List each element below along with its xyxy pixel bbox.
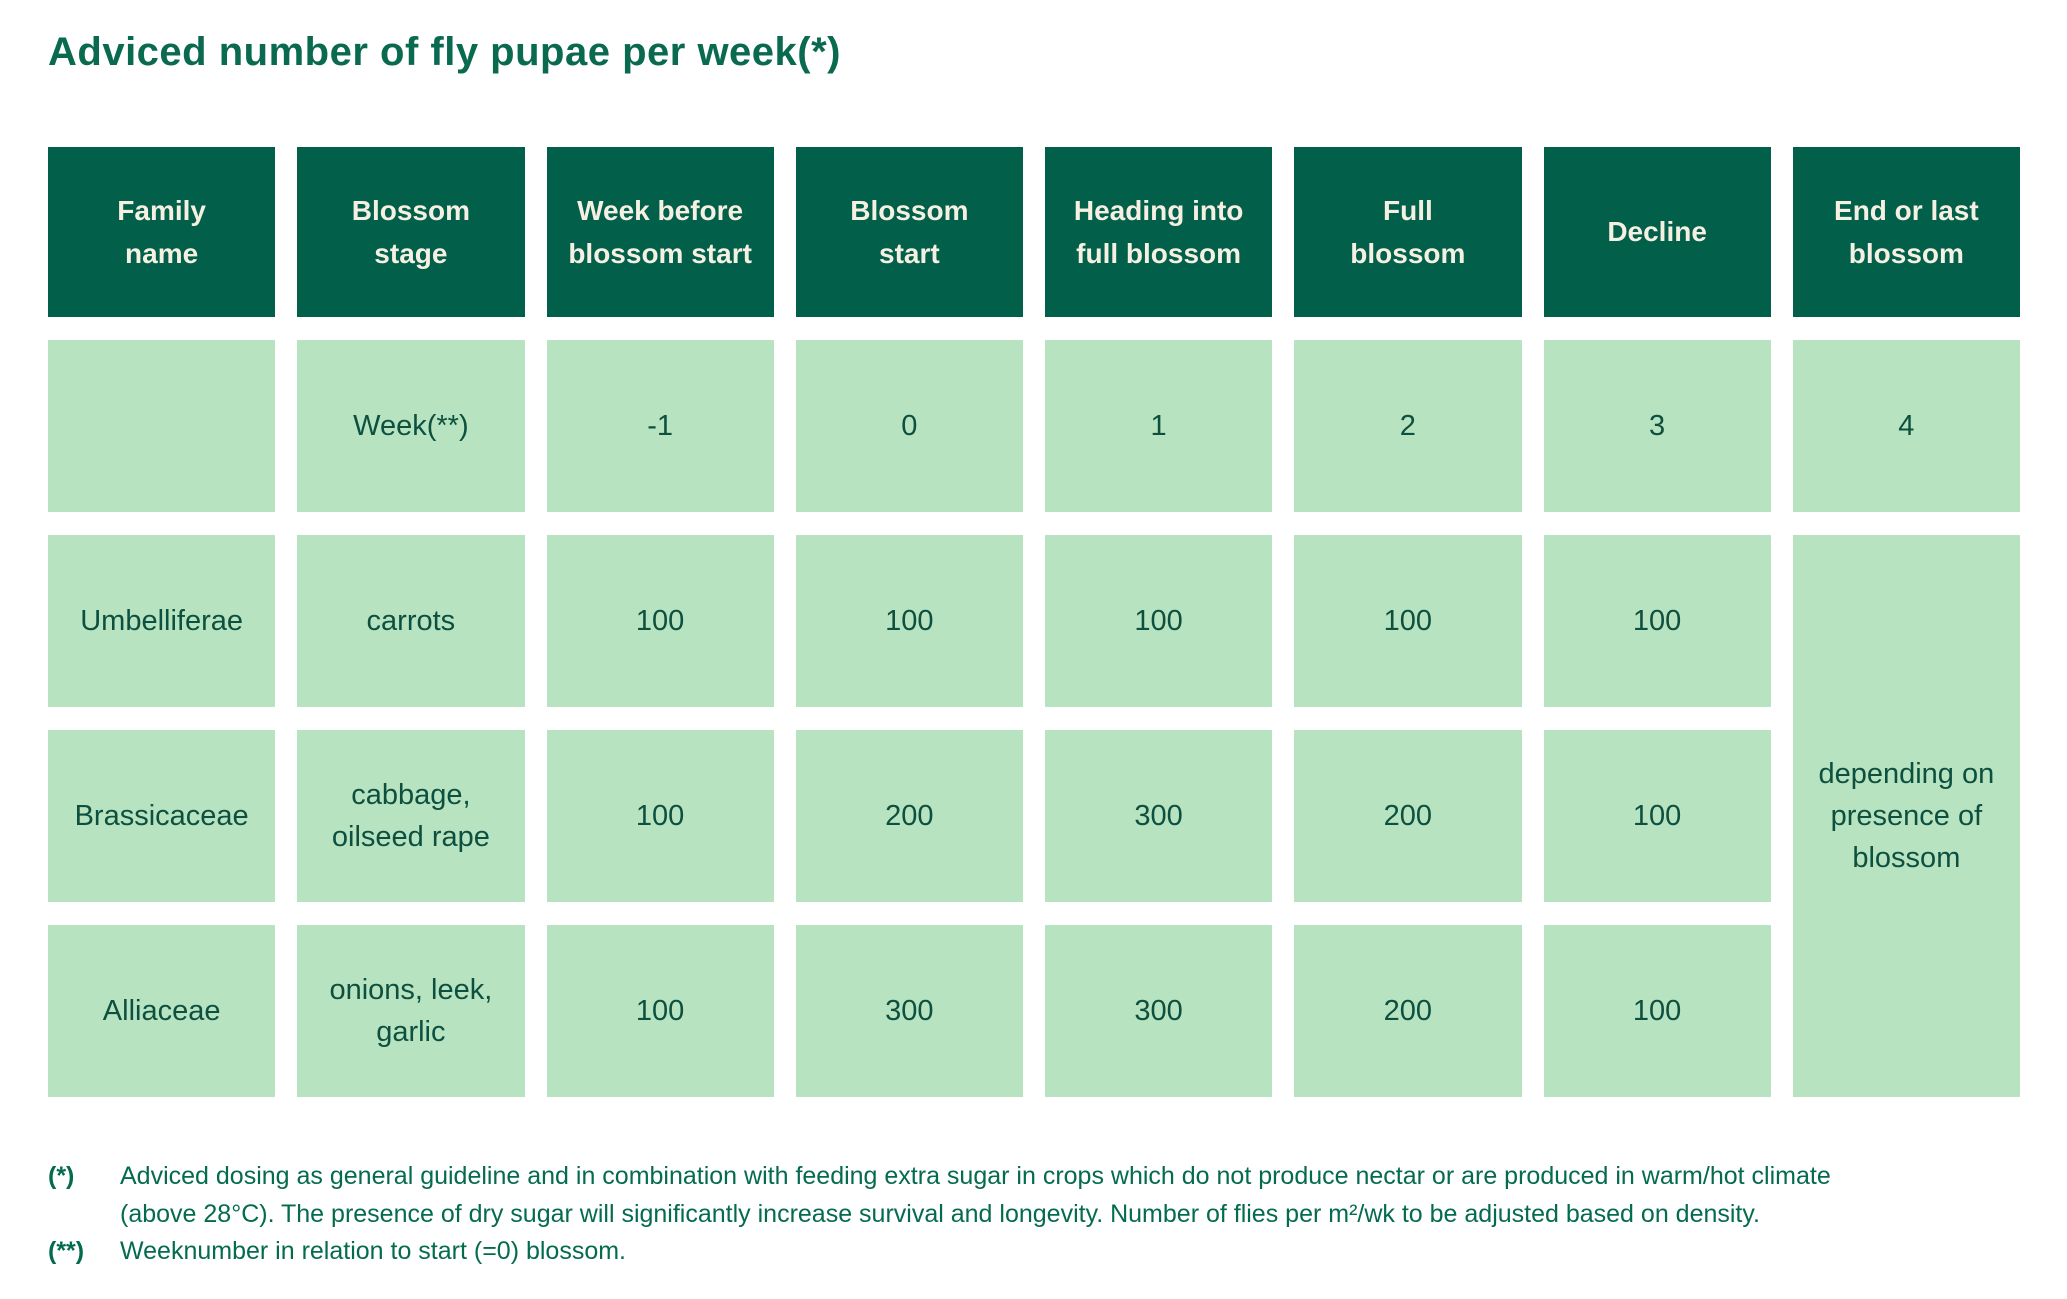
dose-value-cell: 200 <box>1294 925 1522 1097</box>
footnote-text: Adviced dosing as general guideline and … <box>120 1162 1831 1228</box>
header-cell-blossom-start: Blossom start <box>795 147 1023 317</box>
family-name-cell: Umbelliferae <box>48 535 276 707</box>
family-name-cell: Brassicaceae <box>48 730 276 902</box>
dose-value-cell: 100 <box>546 925 774 1097</box>
footnote-marker: (*) <box>48 1162 75 1190</box>
dose-value-cell: 100 <box>1543 535 1771 707</box>
header-cell-blossom-stage: Blossom stage <box>297 147 525 317</box>
dose-value-cell: 300 <box>1045 730 1273 902</box>
footnotes: (*) Adviced dosing as general guideline … <box>48 1158 2023 1271</box>
dose-value-cell: 100 <box>1294 535 1522 707</box>
dose-value-cell: 100 <box>1543 730 1771 902</box>
week-row-blank-cell <box>48 340 276 512</box>
footnote-text: Weeknumber in relation to start (=0) blo… <box>120 1237 627 1265</box>
week-row-value-cell: 3 <box>1543 340 1771 512</box>
header-cell-full-blossom: Full blossom <box>1294 147 1522 317</box>
week-row-value-cell: 4 <box>1792 340 2020 512</box>
dose-value-cell: 300 <box>1045 925 1273 1097</box>
dose-value-cell: 200 <box>795 730 1023 902</box>
dose-value-cell: 200 <box>1294 730 1522 902</box>
week-row-value-cell: 1 <box>1045 340 1273 512</box>
dose-value-cell: 100 <box>1543 925 1771 1097</box>
pupae-dosing-table: Family name Blossom stage Week before bl… <box>48 147 2020 1097</box>
header-cell-end-or-last-blossom: End or last blossom <box>1792 147 2020 317</box>
footnote-asterisk: (*) Adviced dosing as general guideline … <box>48 1158 2023 1233</box>
header-cell-heading-into-full-blossom: Heading into full blossom <box>1045 147 1273 317</box>
header-cell-family-name: Family name <box>48 147 276 317</box>
blossom-stage-cell: carrots <box>297 535 525 707</box>
blossom-stage-cell: cabbage, oilseed rape <box>297 730 525 902</box>
week-row-label-cell: Week(**) <box>297 340 525 512</box>
header-cell-week-before-blossom-start: Week before blossom start <box>546 147 774 317</box>
family-name-cell: Alliaceae <box>48 925 276 1097</box>
merged-depending-on-blossom-cell: depending on presence of blossom <box>1792 535 2020 1097</box>
footnote-marker: (**) <box>48 1237 85 1265</box>
page-title: Adviced number of fly pupae per week(*) <box>48 30 841 74</box>
blossom-stage-cell: onions, leek, garlic <box>297 925 525 1097</box>
dose-value-cell: 100 <box>546 730 774 902</box>
week-row-value-cell: 0 <box>795 340 1023 512</box>
footnote-double-asterisk: (**) Weeknumber in relation to start (=0… <box>48 1233 2023 1271</box>
dose-value-cell: 300 <box>795 925 1023 1097</box>
week-row-value-cell: -1 <box>546 340 774 512</box>
dose-value-cell: 100 <box>1045 535 1273 707</box>
dose-value-cell: 100 <box>546 535 774 707</box>
week-row-value-cell: 2 <box>1294 340 1522 512</box>
dose-value-cell: 100 <box>795 535 1023 707</box>
header-cell-decline: Decline <box>1543 147 1771 317</box>
